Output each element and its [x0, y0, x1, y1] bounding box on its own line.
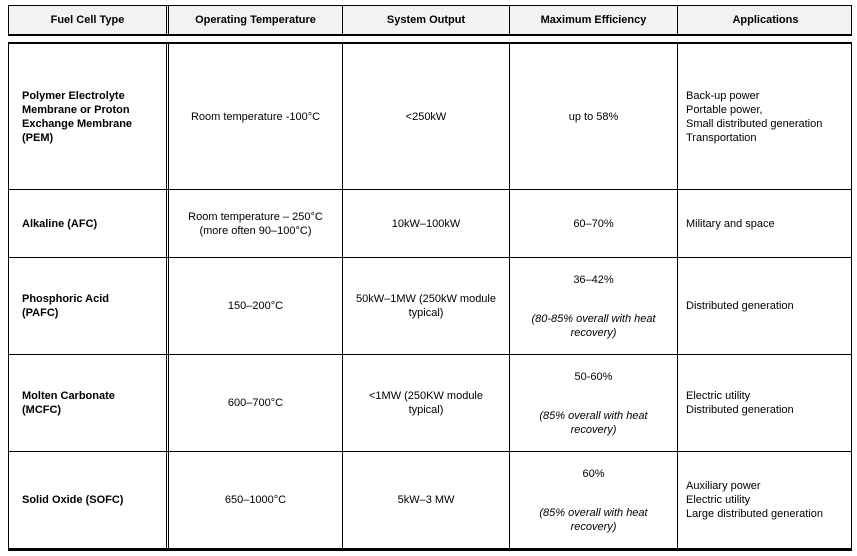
- header-fuel-cell-type: Fuel Cell Type: [9, 6, 169, 34]
- table-row-pafc: Phosphoric Acid (PAFC) 150–200°C 50kW–1M…: [9, 258, 851, 355]
- cell-pem-type: Polymer Electrolyte Membrane or Proton E…: [9, 44, 169, 189]
- header-system-output: System Output: [343, 6, 510, 34]
- table-row-mcfc: Molten Carbonate (MCFC) 600–700°C <1MW (…: [9, 355, 851, 452]
- header-applications: Applications: [732, 14, 799, 26]
- cell-sofc-efficiency: 60% (85% overall with heat recovery): [510, 452, 678, 548]
- fuel-cell-comparison-table: Fuel Cell Type Operating Temperature Sys…: [8, 5, 852, 551]
- cell-pafc-type: Phosphoric Acid (PAFC): [9, 258, 169, 354]
- cell-mcfc-output: <1MW (250KW module typical): [343, 355, 510, 451]
- cell-afc-temperature: Room temperature – 250°C (more often 90–…: [169, 190, 343, 257]
- cell-pafc-applications: Distributed generation: [686, 300, 794, 312]
- cell-pafc-efficiency: 36–42% (80-85% overall with heat recover…: [510, 258, 678, 354]
- table-body: Polymer Electrolyte Membrane or Proton E…: [8, 42, 852, 551]
- cell-pem-efficiency: up to 58%: [510, 44, 678, 189]
- cell-sofc-type: Solid Oxide (SOFC): [9, 452, 169, 548]
- cell-afc-applications: Military and space: [686, 217, 775, 230]
- mcfc-efficiency-value: 50-60%: [574, 371, 613, 383]
- cell-afc-output: 10kW–100kW: [343, 190, 510, 257]
- cell-pem-output: <250kW: [343, 44, 510, 189]
- cell-sofc-applications: Auxiliary power Electric utility Large d…: [686, 480, 823, 520]
- pafc-efficiency-value: 36–42%: [573, 274, 614, 286]
- sofc-efficiency-note: (85% overall with heat recovery): [539, 507, 648, 533]
- cell-sofc-temperature: 650–1000°C: [169, 452, 343, 548]
- sofc-efficiency-value: 60%: [582, 468, 605, 480]
- cell-mcfc-applications: Electric utility Distributed generation: [686, 390, 794, 416]
- table-row-sofc: Solid Oxide (SOFC) 650–1000°C 5kW–3 MW 6…: [9, 452, 851, 548]
- cell-pafc-output: 50kW–1MW (250kW module typical): [343, 258, 510, 354]
- cell-sofc-output: 5kW–3 MW: [343, 452, 510, 548]
- mcfc-efficiency-note: (85% overall with heat recovery): [539, 410, 648, 436]
- cell-afc-efficiency: 60–70%: [510, 190, 678, 257]
- table-row-afc: Alkaline (AFC) Room temperature – 250°C …: [9, 190, 851, 258]
- header-maximum-efficiency: Maximum Efficiency: [510, 6, 678, 34]
- cell-pem-applications: Back-up power Portable power, Small dist…: [686, 89, 823, 144]
- table-header-row: Fuel Cell Type Operating Temperature Sys…: [8, 5, 852, 36]
- cell-mcfc-temperature: 600–700°C: [169, 355, 343, 451]
- header-operating-temperature: Operating Temperature: [169, 6, 343, 34]
- table-row-pem: Polymer Electrolyte Membrane or Proton E…: [9, 44, 851, 190]
- cell-pafc-temperature: 150–200°C: [169, 258, 343, 354]
- pafc-efficiency-note: (80-85% overall with heat recovery): [531, 313, 656, 339]
- cell-afc-type: Alkaline (AFC): [9, 190, 169, 257]
- cell-pem-temperature: Room temperature -100°C: [169, 44, 343, 189]
- cell-mcfc-type: Molten Carbonate (MCFC): [9, 355, 169, 451]
- cell-mcfc-efficiency: 50-60% (85% overall with heat recovery): [510, 355, 678, 451]
